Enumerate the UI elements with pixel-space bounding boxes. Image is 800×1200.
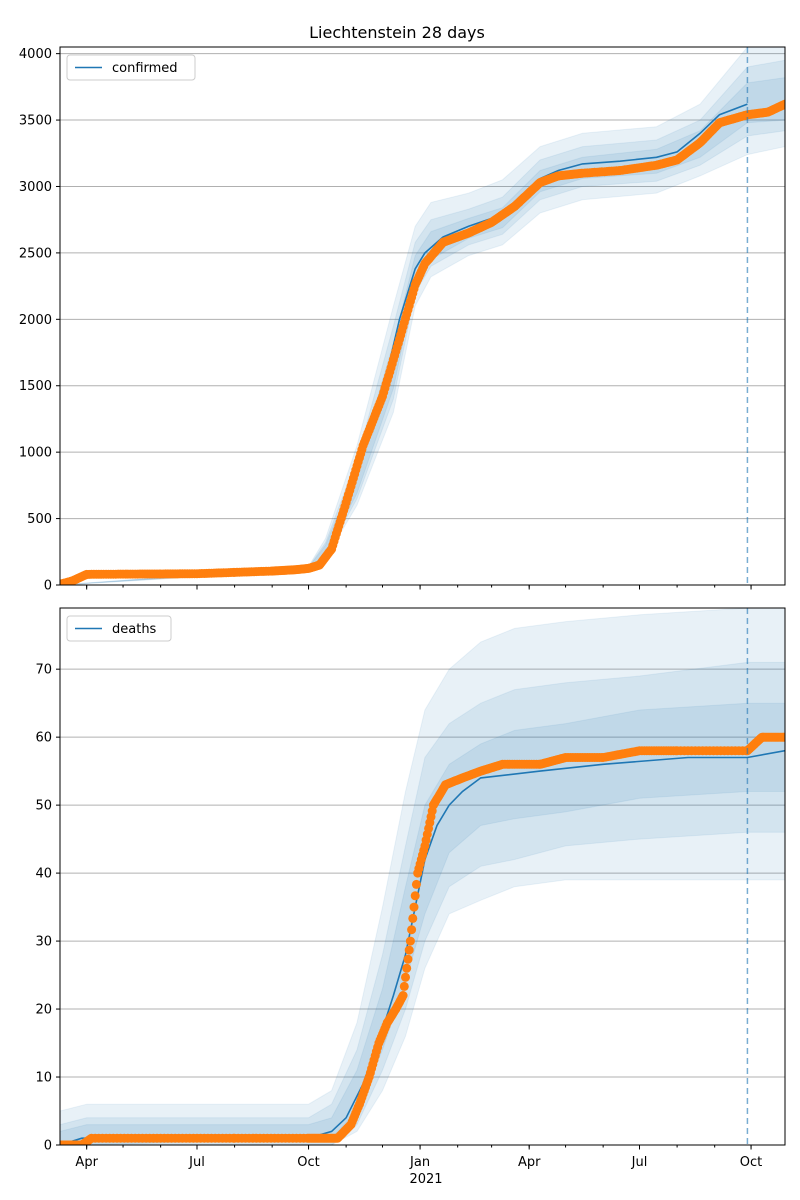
y-tick-label: 50 — [35, 799, 52, 814]
y-tick-label: 70 — [35, 663, 52, 678]
uncertainty-band-2 — [60, 661, 785, 1145]
plot-area — [60, 47, 785, 585]
x-tick-label: Jan — [409, 1155, 430, 1170]
legend-box — [66, 54, 196, 81]
y-tick-label: 4000 — [19, 47, 52, 62]
uncertainty-band-3 — [60, 77, 785, 585]
y-tick-label: 10 — [35, 1071, 52, 1086]
y-tick-label: 2500 — [19, 246, 52, 261]
observed-point — [404, 945, 414, 955]
x-tick-label: Apr — [518, 1155, 541, 1170]
observed-point — [407, 925, 417, 935]
x-tick-label: Oct — [297, 1155, 319, 1170]
y-tick-label: 3500 — [19, 114, 52, 129]
uncertainty-band-2 — [60, 59, 785, 585]
observed-point — [780, 732, 785, 742]
uncertainty-band-1 — [60, 47, 785, 585]
uncertainty-band-1 — [60, 608, 785, 1145]
y-tick-label: 1500 — [19, 379, 52, 394]
y-tick-label: 40 — [35, 867, 52, 882]
y-tick-label: 1000 — [19, 446, 52, 461]
legend-box — [66, 615, 172, 642]
observed-point — [402, 963, 412, 973]
observed-point — [409, 902, 419, 912]
observed-point — [411, 879, 421, 889]
chart-title: Liechtenstein 28 days — [309, 23, 485, 42]
y-tick-label: 30 — [35, 935, 52, 950]
observed-point — [403, 954, 413, 964]
deaths-panel: 0 10 20 30 40 50 60 70 Apr Jul Oct Jan Apr Jul Oct deat… — [35, 607, 786, 1170]
y-tick-label: 2000 — [19, 313, 52, 328]
confirmed-panel: 0 500 1000 1500 2000 2500 3000 3500 4000 confirme… — [19, 46, 786, 594]
axes-frame — [59, 607, 786, 1146]
observed-point — [410, 891, 420, 901]
y-tick-label: 3000 — [19, 180, 52, 195]
y-tick-label: 60 — [35, 731, 52, 746]
x-axis-year-label: 2021 — [409, 1172, 442, 1187]
y-tick-label: 20 — [35, 1003, 52, 1018]
observed-point — [401, 972, 410, 982]
y-tick-label: 0 — [44, 1139, 52, 1154]
legend-label: confirmed — [112, 61, 178, 76]
observed-point — [408, 913, 418, 923]
legend-label: deaths — [112, 622, 157, 637]
observed-point — [405, 936, 415, 946]
plot-area — [60, 608, 785, 1145]
x-tick-label: Oct — [740, 1155, 762, 1170]
y-tick-label: 500 — [27, 512, 52, 527]
observed-point — [398, 991, 408, 1000]
observed-point — [780, 99, 785, 109]
axes-frame — [59, 46, 786, 586]
y-tick-label: 0 — [44, 579, 52, 594]
x-tick-label: Jul — [188, 1155, 205, 1170]
x-tick-label: Apr — [75, 1155, 98, 1170]
x-tick-label: Jul — [631, 1155, 648, 1170]
observed-point — [399, 981, 409, 991]
